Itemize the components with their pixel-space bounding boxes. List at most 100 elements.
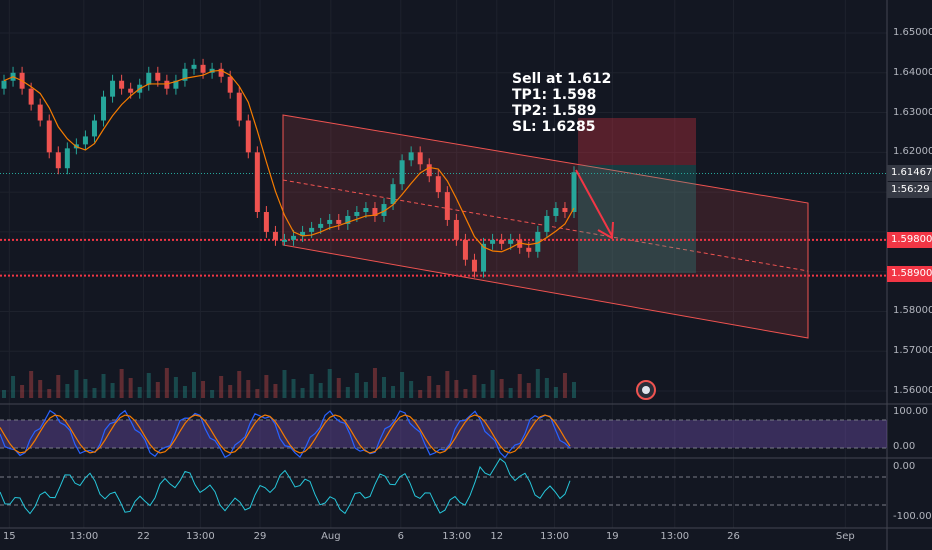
level-tag-tp2: 1.58900 (887, 266, 932, 282)
price-tick: 1.56000 (893, 385, 932, 396)
candle-body (91, 120, 97, 137)
volume-bar (535, 369, 540, 398)
sell-arrow-head (597, 221, 614, 240)
replay-icon[interactable] (636, 380, 656, 400)
candle-body (28, 88, 34, 105)
candle-body (490, 239, 496, 244)
candle-body (517, 239, 523, 248)
time-tick: Aug (321, 531, 341, 542)
volume-bar (282, 370, 287, 398)
candle-body (218, 68, 224, 77)
price-tick: 1.63000 (893, 106, 932, 118)
volume-bar (11, 376, 16, 398)
volume-bar (445, 371, 450, 398)
candle-body (444, 192, 450, 220)
volume-bar (137, 387, 142, 398)
candle-body (354, 212, 360, 216)
volume-bar (264, 375, 269, 398)
candle-body (128, 88, 134, 93)
price-tick: 1.64000 (893, 66, 932, 78)
volume-bar (318, 383, 323, 398)
volume-bar (155, 382, 160, 398)
candle-body (544, 215, 550, 232)
volume-bar (363, 382, 368, 398)
volume-bar (128, 378, 133, 398)
volume-bar (372, 368, 377, 398)
time-tick: 13:00 (69, 531, 99, 542)
sell-arrow (575, 169, 613, 237)
volume-bar (336, 378, 341, 398)
candle-body (46, 120, 52, 153)
osc2-tick-minus100: -100.00 (893, 511, 932, 522)
volume-bar (20, 385, 25, 398)
volume-bar (92, 388, 97, 398)
candle-body (345, 215, 351, 224)
volume-bar (255, 389, 260, 398)
time-tick: 15 (2, 531, 16, 542)
candle-body (173, 80, 179, 89)
candle-body (417, 152, 423, 165)
volume-bar (164, 368, 169, 398)
osc1-d-line (0, 414, 571, 454)
candle-body (309, 227, 315, 232)
candle-body (381, 204, 387, 216)
candle-body (155, 72, 161, 81)
volume-bar (173, 377, 178, 398)
candle-body (453, 219, 459, 240)
volume-bar (454, 380, 459, 398)
annotation-line-tp1: TP1: 1.598 (512, 87, 597, 103)
candle-body (263, 212, 269, 232)
candle-body (363, 208, 369, 212)
candle-body (164, 80, 170, 89)
candle-body (471, 259, 477, 272)
volume-bar (526, 383, 531, 398)
candle-body (37, 104, 43, 121)
volume-bar (382, 377, 386, 398)
candle-body (499, 239, 505, 244)
candle-body (191, 64, 197, 69)
candle-body (55, 152, 61, 169)
candle-body (245, 120, 251, 153)
osc1-tick-100: 100.00 (893, 406, 928, 417)
volume-bar (490, 370, 495, 398)
price-tick: 1.65000 (893, 27, 932, 38)
annotation-line-sl: SL: 1.6285 (512, 119, 596, 135)
take-profit-zone (578, 165, 696, 273)
moving-average-line (3, 69, 575, 253)
volume-bar (544, 378, 549, 398)
candle-body (372, 208, 378, 216)
time-tick: 13:00 (540, 531, 569, 542)
time-tick: 13:00 (442, 531, 472, 542)
volume-bar (400, 372, 405, 398)
candle-body (327, 219, 333, 224)
volume-bar (463, 389, 468, 398)
volume-bar (210, 390, 215, 398)
candle-body (272, 231, 278, 240)
candle-body (562, 208, 568, 212)
current-price-tag: 1.61467 (887, 165, 932, 181)
candle-body (110, 80, 116, 97)
candle-body (481, 243, 487, 272)
volume-bar (56, 375, 61, 398)
candle-body (553, 208, 559, 216)
volume-bar (29, 371, 34, 398)
volume-bar (481, 384, 486, 398)
volume-bar (508, 388, 513, 398)
candle-body (426, 164, 432, 177)
volume-bar (47, 389, 52, 398)
time-tick: 22 (137, 531, 150, 542)
candle-body (236, 92, 242, 121)
price-tick: 1.58000 (893, 305, 932, 317)
volume-bar (146, 373, 151, 398)
volume-bar (201, 381, 206, 398)
candle-body (200, 64, 206, 73)
volume-bar (327, 369, 332, 398)
volume-bar (119, 369, 124, 398)
volume-bar (499, 379, 504, 398)
volume-bar (572, 382, 576, 398)
level-tag-tp1: 1.59800 (887, 232, 932, 248)
volume-bar (345, 387, 350, 398)
time-tick: 12 (490, 531, 504, 542)
time-tick: 13:00 (185, 531, 215, 542)
